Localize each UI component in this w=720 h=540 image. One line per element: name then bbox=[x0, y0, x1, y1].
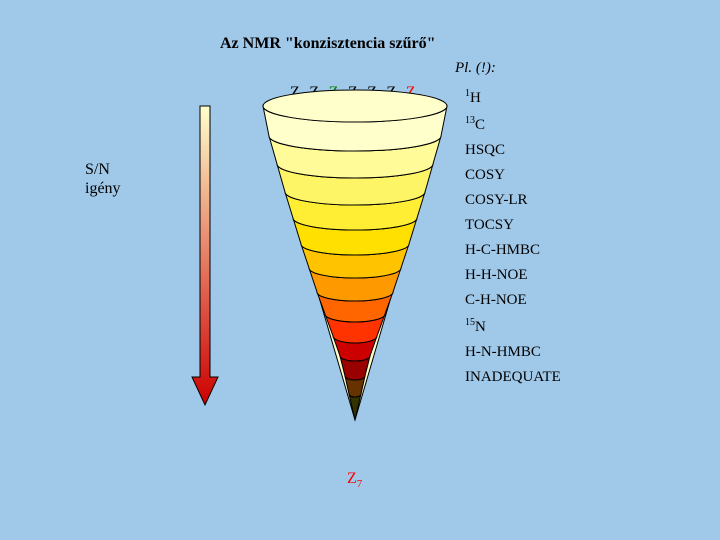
funnel-diagram bbox=[0, 0, 720, 540]
sn-arrow bbox=[192, 106, 218, 405]
